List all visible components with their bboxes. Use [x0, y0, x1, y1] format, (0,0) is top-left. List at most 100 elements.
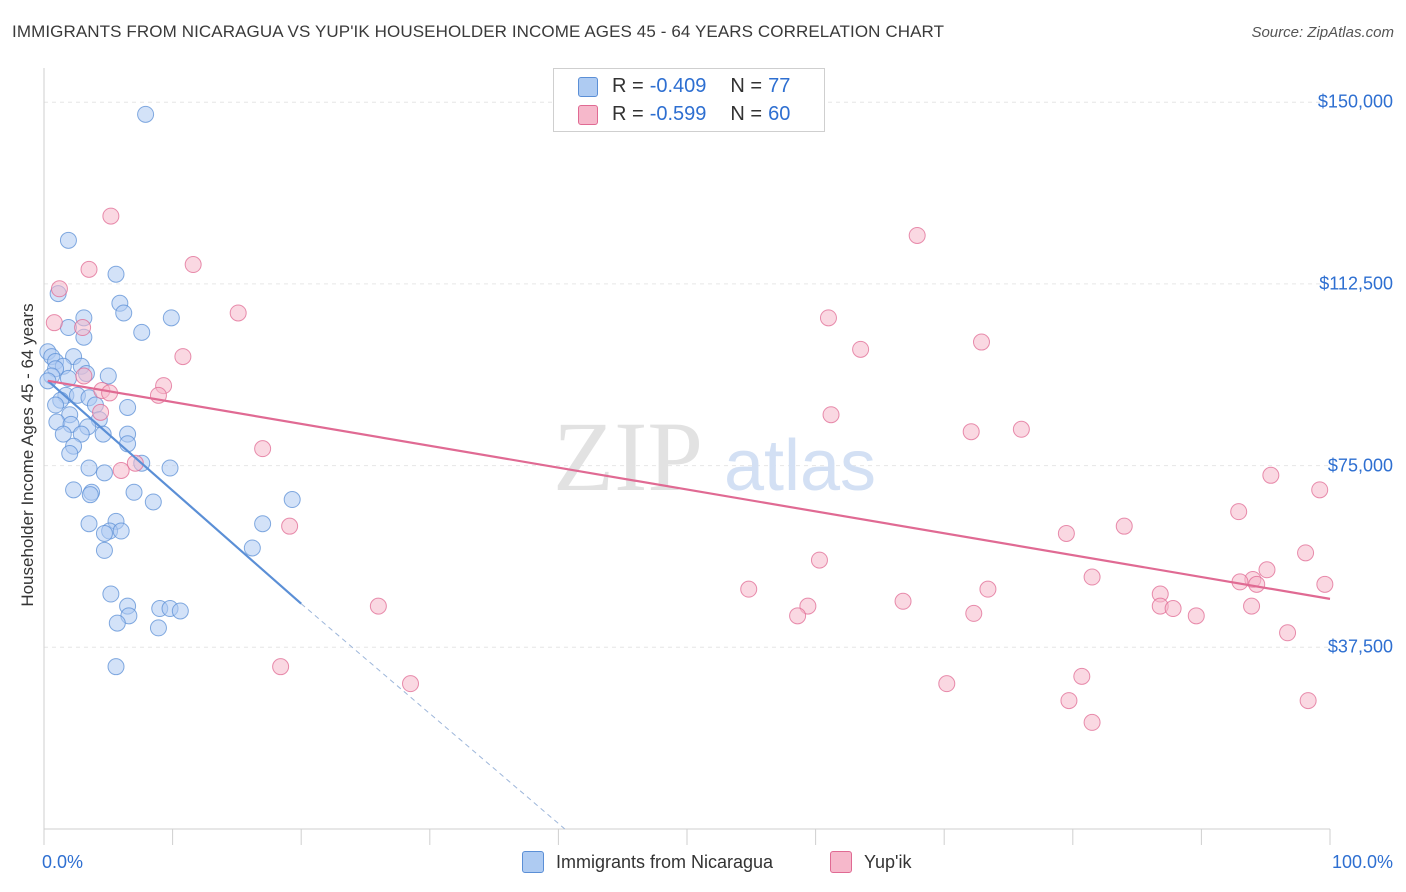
point-yupik — [1057, 524, 1075, 542]
point-yupik — [965, 604, 983, 622]
point-nicaragua — [125, 483, 143, 501]
point-nicaragua — [115, 304, 133, 322]
trend-line-yupik — [47, 379, 1331, 600]
legend-n-value: 60 — [768, 103, 791, 125]
point-yupik — [979, 580, 997, 598]
series-swatch-nicaragua — [522, 851, 544, 873]
point-nicaragua — [61, 445, 79, 462]
point-nicaragua — [65, 481, 83, 499]
point-nicaragua — [99, 367, 117, 385]
trend-lines — [47, 379, 1331, 830]
point-yupik — [1187, 607, 1205, 625]
point-yupik — [1083, 568, 1101, 586]
point-yupik — [789, 607, 807, 625]
y-tick-label: $37,500 — [1327, 636, 1393, 657]
chart-title: IMMIGRANTS FROM NICARAGUA VS YUP'IK HOUS… — [12, 22, 945, 41]
point-yupik — [184, 256, 202, 274]
legend-n-label: N = — [730, 103, 763, 125]
point-yupik — [1248, 575, 1266, 593]
source-label: Source: ZipAtlas.com — [1251, 24, 1394, 41]
point-yupik — [894, 592, 912, 610]
trend-extension-nicaragua — [300, 603, 566, 830]
y-tick-label: $112,500 — [1319, 273, 1393, 294]
point-nicaragua — [102, 585, 120, 603]
legend-r-value: -0.599 — [649, 103, 707, 125]
point-nicaragua — [59, 319, 77, 337]
point-nicaragua — [59, 231, 77, 249]
point-yupik — [1073, 667, 1091, 685]
legend-r-label: R = — [612, 75, 644, 97]
point-yupik — [102, 207, 120, 225]
point-nicaragua — [80, 459, 98, 477]
point-nicaragua — [81, 486, 99, 504]
watermark-zip: ZIP — [553, 401, 703, 512]
legend-row-yupik: R = -0.599 N = 60 — [578, 103, 790, 126]
legend-swatch-yupik — [578, 104, 598, 125]
legend-r-value: -0.409 — [649, 75, 707, 97]
point-nicaragua — [283, 491, 301, 509]
point-nicaragua — [72, 425, 90, 443]
point-nicaragua — [107, 658, 125, 676]
legend-n-value: 77 — [768, 75, 791, 97]
point-yupik — [740, 580, 758, 598]
series-name-yupik: Yup'ik — [864, 851, 912, 872]
point-yupik — [822, 406, 840, 424]
point-nicaragua — [133, 323, 151, 341]
point-nicaragua — [95, 464, 113, 482]
point-nicaragua — [47, 396, 65, 414]
point-nicaragua — [243, 539, 261, 557]
x-tick-label-min: 0.0% — [42, 852, 84, 872]
point-yupik — [810, 551, 828, 569]
point-nicaragua — [162, 309, 180, 327]
watermark: ZIP atlas — [553, 401, 876, 512]
point-nicaragua — [149, 619, 167, 637]
series-legend-yupik: Yup'ik — [830, 851, 911, 873]
trend-line-nicaragua — [47, 379, 302, 605]
point-yupik — [45, 314, 63, 332]
series-legend-nicaragua: Immigrants from Nicaragua — [522, 851, 773, 873]
point-nicaragua — [54, 425, 72, 443]
point-nicaragua — [80, 515, 98, 533]
point-yupik — [1297, 544, 1315, 562]
point-nicaragua — [108, 614, 126, 632]
x-tick-label-max: 100.0% — [1331, 852, 1393, 872]
point-nicaragua — [95, 541, 113, 559]
point-yupik — [908, 226, 926, 244]
point-yupik — [229, 304, 247, 322]
point-yupik — [1115, 517, 1133, 535]
point-yupik — [938, 675, 956, 693]
y-tick-label: $150,000 — [1317, 91, 1393, 112]
point-yupik — [174, 348, 192, 366]
point-yupik — [126, 454, 144, 472]
point-yupik — [1060, 692, 1078, 710]
point-nicaragua — [112, 522, 130, 540]
point-yupik — [1299, 692, 1317, 710]
point-yupik — [92, 403, 110, 421]
point-nicaragua — [254, 515, 272, 533]
point-nicaragua — [137, 105, 155, 123]
point-yupik — [254, 440, 272, 458]
point-yupik — [962, 423, 980, 441]
point-yupik — [1262, 466, 1280, 484]
point-nicaragua — [95, 524, 113, 542]
point-yupik — [272, 658, 290, 676]
point-yupik — [369, 597, 387, 615]
point-yupik — [1311, 481, 1329, 499]
point-nicaragua — [161, 459, 179, 477]
point-yupik — [80, 260, 98, 278]
legend-r-label: R = — [612, 103, 644, 125]
point-yupik — [112, 461, 130, 479]
point-nicaragua — [94, 425, 112, 443]
point-yupik — [1316, 575, 1334, 593]
point-nicaragua — [144, 493, 162, 511]
legend-n-label: N = — [730, 75, 763, 97]
point-yupik — [819, 309, 837, 327]
watermark-atlas: atlas — [724, 426, 876, 506]
point-yupik — [50, 280, 68, 298]
point-yupik — [972, 333, 990, 351]
point-yupik — [852, 340, 870, 358]
point-yupik — [402, 675, 420, 693]
point-nicaragua — [171, 602, 189, 620]
point-yupik — [74, 319, 92, 337]
